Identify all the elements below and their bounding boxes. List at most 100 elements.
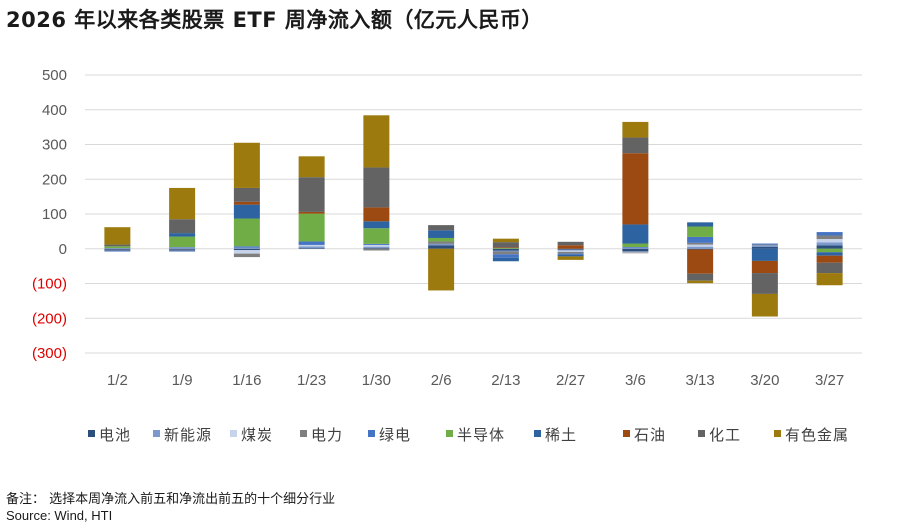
bar-segment-绿电 — [233, 246, 260, 248]
x-tick-label: 1/23 — [297, 372, 326, 389]
legend-label: 化工 — [709, 426, 741, 444]
bar-segment-石油 — [363, 207, 390, 222]
bar-segment-有色金属 — [751, 293, 778, 317]
bar-segment-电池 — [298, 248, 325, 249]
bar-segment-有色金属 — [687, 280, 714, 284]
bar-segment-新能源 — [298, 246, 325, 249]
bar-segment-化工 — [816, 262, 843, 274]
bar-segment-新能源 — [363, 246, 390, 249]
bar-segment-化工 — [104, 244, 131, 247]
bar-segment-电池 — [363, 248, 390, 249]
bar-segment-电力 — [233, 253, 260, 258]
bar-segment-电池 — [751, 247, 778, 249]
y-tick-label: 300 — [42, 137, 67, 154]
bar-segment-有色金属 — [557, 256, 584, 260]
x-axis-tick-labels: 1/2 1/9 1/16 1/23 1/30 2/6 2/13 2/27 3/6 3/13 3/20… — [107, 372, 844, 389]
y-tick-label: 400 — [42, 102, 67, 119]
legend-swatch — [623, 430, 630, 437]
bar-segment-化工 — [363, 167, 390, 208]
bar-segment-化工 — [298, 177, 325, 212]
bar-segment-稀土 — [492, 257, 519, 262]
bar-segment-电力 — [104, 249, 131, 251]
page-title: 2026 年以来各类股票 ETF 周净流入额（亿元人民币） — [6, 8, 543, 32]
bar-segment-化工 — [428, 225, 455, 231]
bar-segment-电池 — [104, 248, 131, 250]
bar-segment-煤炭 — [298, 244, 325, 247]
bar-segment-煤炭 — [557, 250, 584, 252]
bar-segment-有色金属 — [492, 238, 519, 243]
bar-segment-电力 — [169, 249, 196, 251]
legend-label: 石油 — [634, 426, 666, 444]
y-tick-label: 500 — [42, 67, 67, 84]
bar-segment-稀土 — [816, 252, 843, 256]
legend-label: 电池 — [99, 426, 131, 444]
bar-segment-电池 — [687, 248, 714, 250]
bar-segment-化工 — [622, 137, 649, 154]
x-tick-label: 3/20 — [750, 372, 779, 389]
legend-swatch — [368, 430, 375, 437]
x-tick-label: 1/9 — [172, 372, 193, 389]
legend-swatch — [230, 430, 237, 437]
y-tick-label: (200) — [32, 310, 67, 327]
bar-segment-电池 — [816, 245, 843, 249]
bar-segment-电力 — [622, 252, 649, 254]
bar-segment-稀土 — [233, 204, 260, 219]
bar-segment-电池 — [492, 248, 519, 251]
bar-segment-有色金属 — [816, 273, 843, 286]
bar-segment-煤炭 — [233, 250, 260, 254]
bar-segment-有色金属 — [233, 142, 260, 188]
bar-segment-煤炭 — [363, 244, 390, 247]
bar-segment-绿电 — [169, 250, 196, 252]
legend-swatch — [774, 430, 781, 437]
bar-segment-有色金属 — [428, 248, 455, 291]
bar-segment-新能源 — [169, 247, 196, 249]
bar-segment-电力 — [363, 248, 390, 251]
bar-segment-半导体 — [104, 246, 131, 249]
bar-segment-石油 — [233, 201, 260, 205]
bar-segment-绿电 — [492, 254, 519, 258]
bar-segment-半导体 — [492, 248, 519, 249]
bar-segment-半导体 — [233, 218, 260, 247]
y-tick-label: 200 — [42, 171, 67, 188]
bar-segment-绿电 — [816, 232, 843, 236]
bar-segment-电力 — [557, 251, 584, 254]
bar-segment-半导体 — [428, 237, 455, 242]
bar-segment-电池 — [557, 248, 584, 250]
legend-swatch — [88, 430, 95, 437]
bar-segment-石油 — [492, 247, 519, 249]
legend-label: 半导体 — [457, 426, 505, 444]
bar-segment-电力 — [492, 251, 519, 255]
bar-segment-稀土 — [622, 224, 649, 244]
bar-segment-稀土 — [751, 248, 778, 261]
bar-segment-电力 — [687, 242, 714, 245]
y-tick-label: 0 — [59, 241, 67, 258]
bar-segment-电力 — [816, 235, 843, 240]
bar-segment-煤炭 — [622, 251, 649, 253]
bar-segment-半导体 — [816, 248, 843, 253]
bar-segment-电池 — [233, 248, 260, 251]
bar-segment-绿电 — [557, 253, 584, 255]
bar-segment-稀土 — [169, 233, 196, 237]
bar-segment-绿电 — [363, 243, 390, 245]
bar-segment-绿电 — [687, 236, 714, 243]
bar-segment-电池 — [428, 245, 455, 249]
bar-segment-化工 — [169, 219, 196, 234]
bar-segment-化工 — [233, 187, 260, 202]
bar-segment-半导体 — [169, 236, 196, 248]
bar-segment-绿电 — [622, 247, 649, 248]
bar-segment-稀土 — [428, 230, 455, 238]
bar-segment-化工 — [751, 273, 778, 294]
x-tick-label: 3/27 — [815, 372, 844, 389]
x-tick-label: 2/6 — [431, 372, 452, 389]
legend-swatch — [698, 430, 705, 437]
grid-lines — [85, 74, 862, 354]
bar-segment-电力 — [751, 244, 778, 246]
bar-segment-煤炭 — [687, 244, 714, 247]
source-line: Source: Wind, HTI — [6, 508, 113, 523]
legend-label: 电力 — [311, 426, 343, 444]
bar-segment-电池 — [169, 248, 196, 250]
bar-segment-新能源 — [751, 245, 778, 248]
bar-segment-化工 — [492, 242, 519, 248]
legend-label: 绿电 — [379, 426, 411, 444]
